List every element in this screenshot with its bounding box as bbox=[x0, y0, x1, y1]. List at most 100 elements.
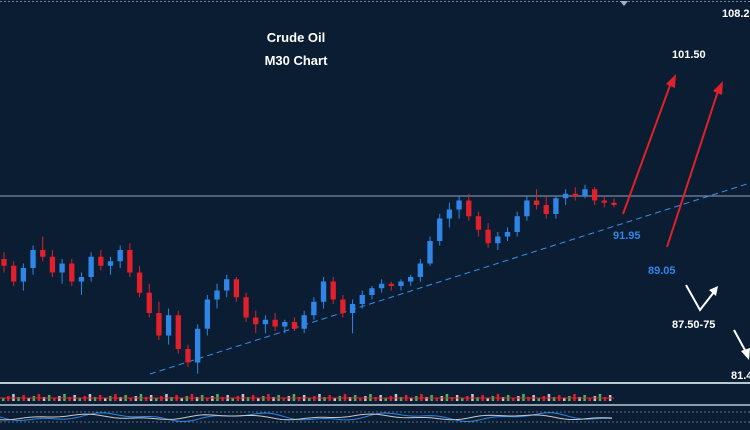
candle-body bbox=[282, 322, 288, 327]
candle-body bbox=[456, 200, 462, 210]
indicator-bar bbox=[2, 398, 5, 401]
candle-body bbox=[349, 304, 356, 313]
candle-body bbox=[378, 283, 385, 289]
candle-body bbox=[485, 229, 491, 244]
candle-body bbox=[543, 205, 549, 214]
candle-body bbox=[562, 193, 569, 199]
indicator-bar bbox=[195, 397, 199, 401]
candle-body bbox=[272, 319, 278, 327]
indicator-bar bbox=[588, 398, 591, 401]
candle-body bbox=[495, 236, 501, 244]
down-arrow bbox=[733, 329, 750, 360]
indicator-bar bbox=[68, 397, 71, 401]
candle-body bbox=[78, 277, 85, 282]
indicator-bar bbox=[333, 398, 336, 401]
candle-body bbox=[175, 315, 181, 349]
candle-body bbox=[11, 265, 17, 282]
candle-body bbox=[107, 261, 114, 266]
bounce-arrow bbox=[685, 284, 718, 312]
indicator-bar bbox=[119, 397, 122, 401]
indicator-bar bbox=[425, 397, 428, 401]
indicator-bar bbox=[144, 397, 148, 401]
candle-body bbox=[591, 189, 598, 201]
oscillator-indicator bbox=[0, 411, 750, 423]
indicator-bar bbox=[155, 398, 158, 401]
indicator-bar bbox=[450, 397, 454, 401]
candle-body bbox=[330, 281, 336, 300]
candle-body bbox=[185, 349, 191, 363]
candle-body bbox=[427, 241, 433, 264]
candle-body bbox=[146, 292, 152, 313]
indicator-bar bbox=[527, 397, 530, 401]
indicator-bar bbox=[297, 397, 301, 401]
candle-body bbox=[127, 250, 133, 273]
candle-body bbox=[437, 218, 443, 241]
indicator-bar bbox=[578, 397, 581, 401]
chart-title-line2: M30 Chart bbox=[265, 53, 329, 68]
indicator-bar bbox=[93, 397, 97, 401]
candle-body bbox=[504, 232, 511, 237]
indicator-bar bbox=[359, 398, 362, 401]
indicator-bar bbox=[42, 397, 46, 401]
target-arrow-1 bbox=[622, 74, 676, 215]
chart-title-line1: Crude Oil bbox=[267, 30, 326, 45]
candle-body bbox=[117, 250, 123, 262]
candle-body bbox=[253, 317, 259, 325]
oscillator-line bbox=[0, 412, 613, 423]
candle-body bbox=[156, 313, 162, 336]
indicator-bar bbox=[486, 398, 489, 401]
indicator-bar bbox=[476, 397, 479, 401]
candle-body bbox=[446, 209, 453, 219]
candle-body bbox=[194, 328, 201, 363]
indicator-bar bbox=[384, 398, 387, 401]
candle-body bbox=[224, 279, 230, 291]
candle-body bbox=[611, 202, 617, 205]
indicator-bar bbox=[410, 398, 413, 401]
candle-body bbox=[514, 216, 520, 232]
indicator-bar bbox=[461, 398, 464, 401]
candle-body bbox=[233, 279, 240, 298]
candle-body bbox=[524, 200, 530, 217]
candle-body bbox=[398, 281, 404, 286]
candle-body bbox=[136, 272, 143, 293]
candle-body bbox=[98, 256, 104, 266]
candle-body bbox=[533, 200, 540, 205]
volume-indicator bbox=[0, 394, 614, 401]
indicator-bar bbox=[17, 397, 20, 401]
indicator-bar bbox=[257, 398, 260, 401]
indicator-bar bbox=[104, 398, 107, 401]
indicator-bar bbox=[552, 397, 556, 401]
candle-body bbox=[582, 189, 588, 196]
indicator-bar bbox=[537, 398, 540, 401]
price-label-91: 91.95 bbox=[613, 230, 641, 242]
candle-body bbox=[553, 198, 559, 214]
price-label-89: 89.05 bbox=[648, 265, 676, 277]
candle-body bbox=[20, 268, 27, 282]
indicator-bar bbox=[563, 398, 566, 401]
candle-body bbox=[359, 295, 365, 304]
candle-body bbox=[466, 200, 472, 217]
indicator-bar bbox=[180, 398, 183, 401]
indicator-bar bbox=[78, 398, 81, 401]
support-trendline bbox=[149, 182, 750, 375]
indicator-bar bbox=[282, 398, 285, 401]
indicator-bar bbox=[512, 398, 515, 401]
candle-body bbox=[30, 250, 36, 268]
indicator-bar bbox=[170, 397, 173, 401]
candle-body bbox=[262, 319, 269, 325]
indicator-bar bbox=[308, 398, 311, 401]
candle-body bbox=[59, 263, 65, 273]
indicator-bar bbox=[323, 397, 326, 401]
indicator-bar bbox=[129, 398, 132, 401]
indicator-bar bbox=[374, 397, 377, 401]
candle-body bbox=[243, 297, 249, 318]
indicator-bar bbox=[246, 397, 250, 401]
candle-body bbox=[204, 299, 210, 329]
candle-body bbox=[408, 277, 414, 282]
candle-body bbox=[88, 256, 94, 277]
candle-body bbox=[572, 193, 578, 196]
indicator-bar bbox=[53, 398, 56, 401]
indicator-bar bbox=[435, 398, 438, 401]
